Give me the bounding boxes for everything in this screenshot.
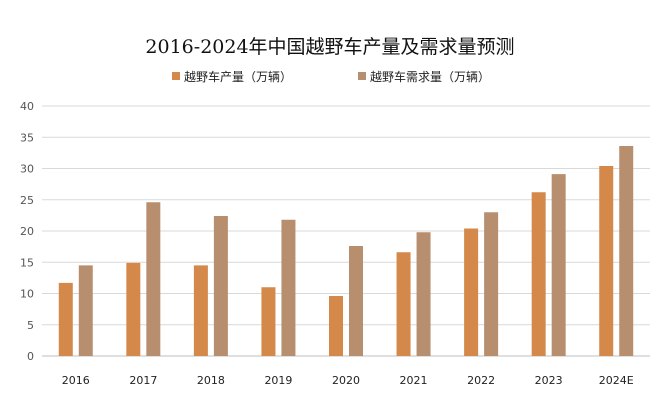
- x-tick-label: 2024E: [599, 374, 634, 387]
- bar-demand: [281, 219, 296, 356]
- bar-production: [193, 265, 208, 356]
- x-tick-label: 2016: [62, 374, 90, 387]
- legend-swatch-production: [172, 72, 180, 80]
- bar-demand: [349, 246, 363, 356]
- y-axis-ticks: 0 5 10 15 20 25 30 35 40: [20, 100, 34, 363]
- bar-demand: [213, 216, 228, 356]
- legend-label-production: 越野车产量（万辆）: [184, 69, 292, 84]
- bar-production: [126, 262, 141, 356]
- bar-demand: [551, 174, 566, 356]
- x-tick-label: 2022: [467, 374, 495, 387]
- x-axis-ticks: 2016 2017 2018 2019 2020 2021 2022 2023 2024E: [62, 374, 634, 387]
- y-tick-label: 10: [20, 288, 34, 301]
- y-tick-label: 0: [27, 350, 34, 363]
- y-tick-label: 25: [20, 194, 34, 207]
- bar-demand: [416, 232, 431, 356]
- x-tick-label: 2023: [535, 374, 563, 387]
- bar-demand: [484, 212, 499, 356]
- bar-demand: [146, 202, 161, 356]
- y-tick-label: 40: [20, 100, 34, 113]
- y-tick-label: 35: [20, 131, 34, 144]
- y-tick-label: 5: [27, 319, 34, 332]
- x-tick-label: 2020: [332, 374, 360, 387]
- x-tick-label: 2021: [400, 374, 428, 387]
- x-tick-label: 2018: [197, 374, 225, 387]
- bar-demand: [78, 265, 93, 356]
- legend-label-demand: 越野车需求量（万辆）: [370, 69, 490, 84]
- bar-production: [261, 287, 276, 356]
- y-tick-label: 30: [20, 163, 34, 176]
- gridlines: [42, 105, 650, 357]
- bars: [58, 146, 634, 356]
- x-tick-label: 2017: [129, 374, 157, 387]
- bar-production: [329, 296, 343, 356]
- bar-production: [464, 228, 479, 356]
- bar-production: [531, 192, 546, 356]
- y-tick-label: 15: [20, 256, 34, 269]
- chart-title: 2016-2024年中国越野车产量及需求量预测: [145, 36, 514, 58]
- x-tick-label: 2019: [264, 374, 292, 387]
- y-tick-label: 20: [20, 225, 34, 238]
- bar-production: [396, 252, 411, 356]
- bar-production: [58, 282, 73, 356]
- legend: 越野车产量（万辆） 越野车需求量（万辆）: [172, 69, 490, 84]
- legend-swatch-demand: [358, 72, 366, 80]
- bar-production: [599, 166, 614, 356]
- bar-demand: [619, 146, 634, 356]
